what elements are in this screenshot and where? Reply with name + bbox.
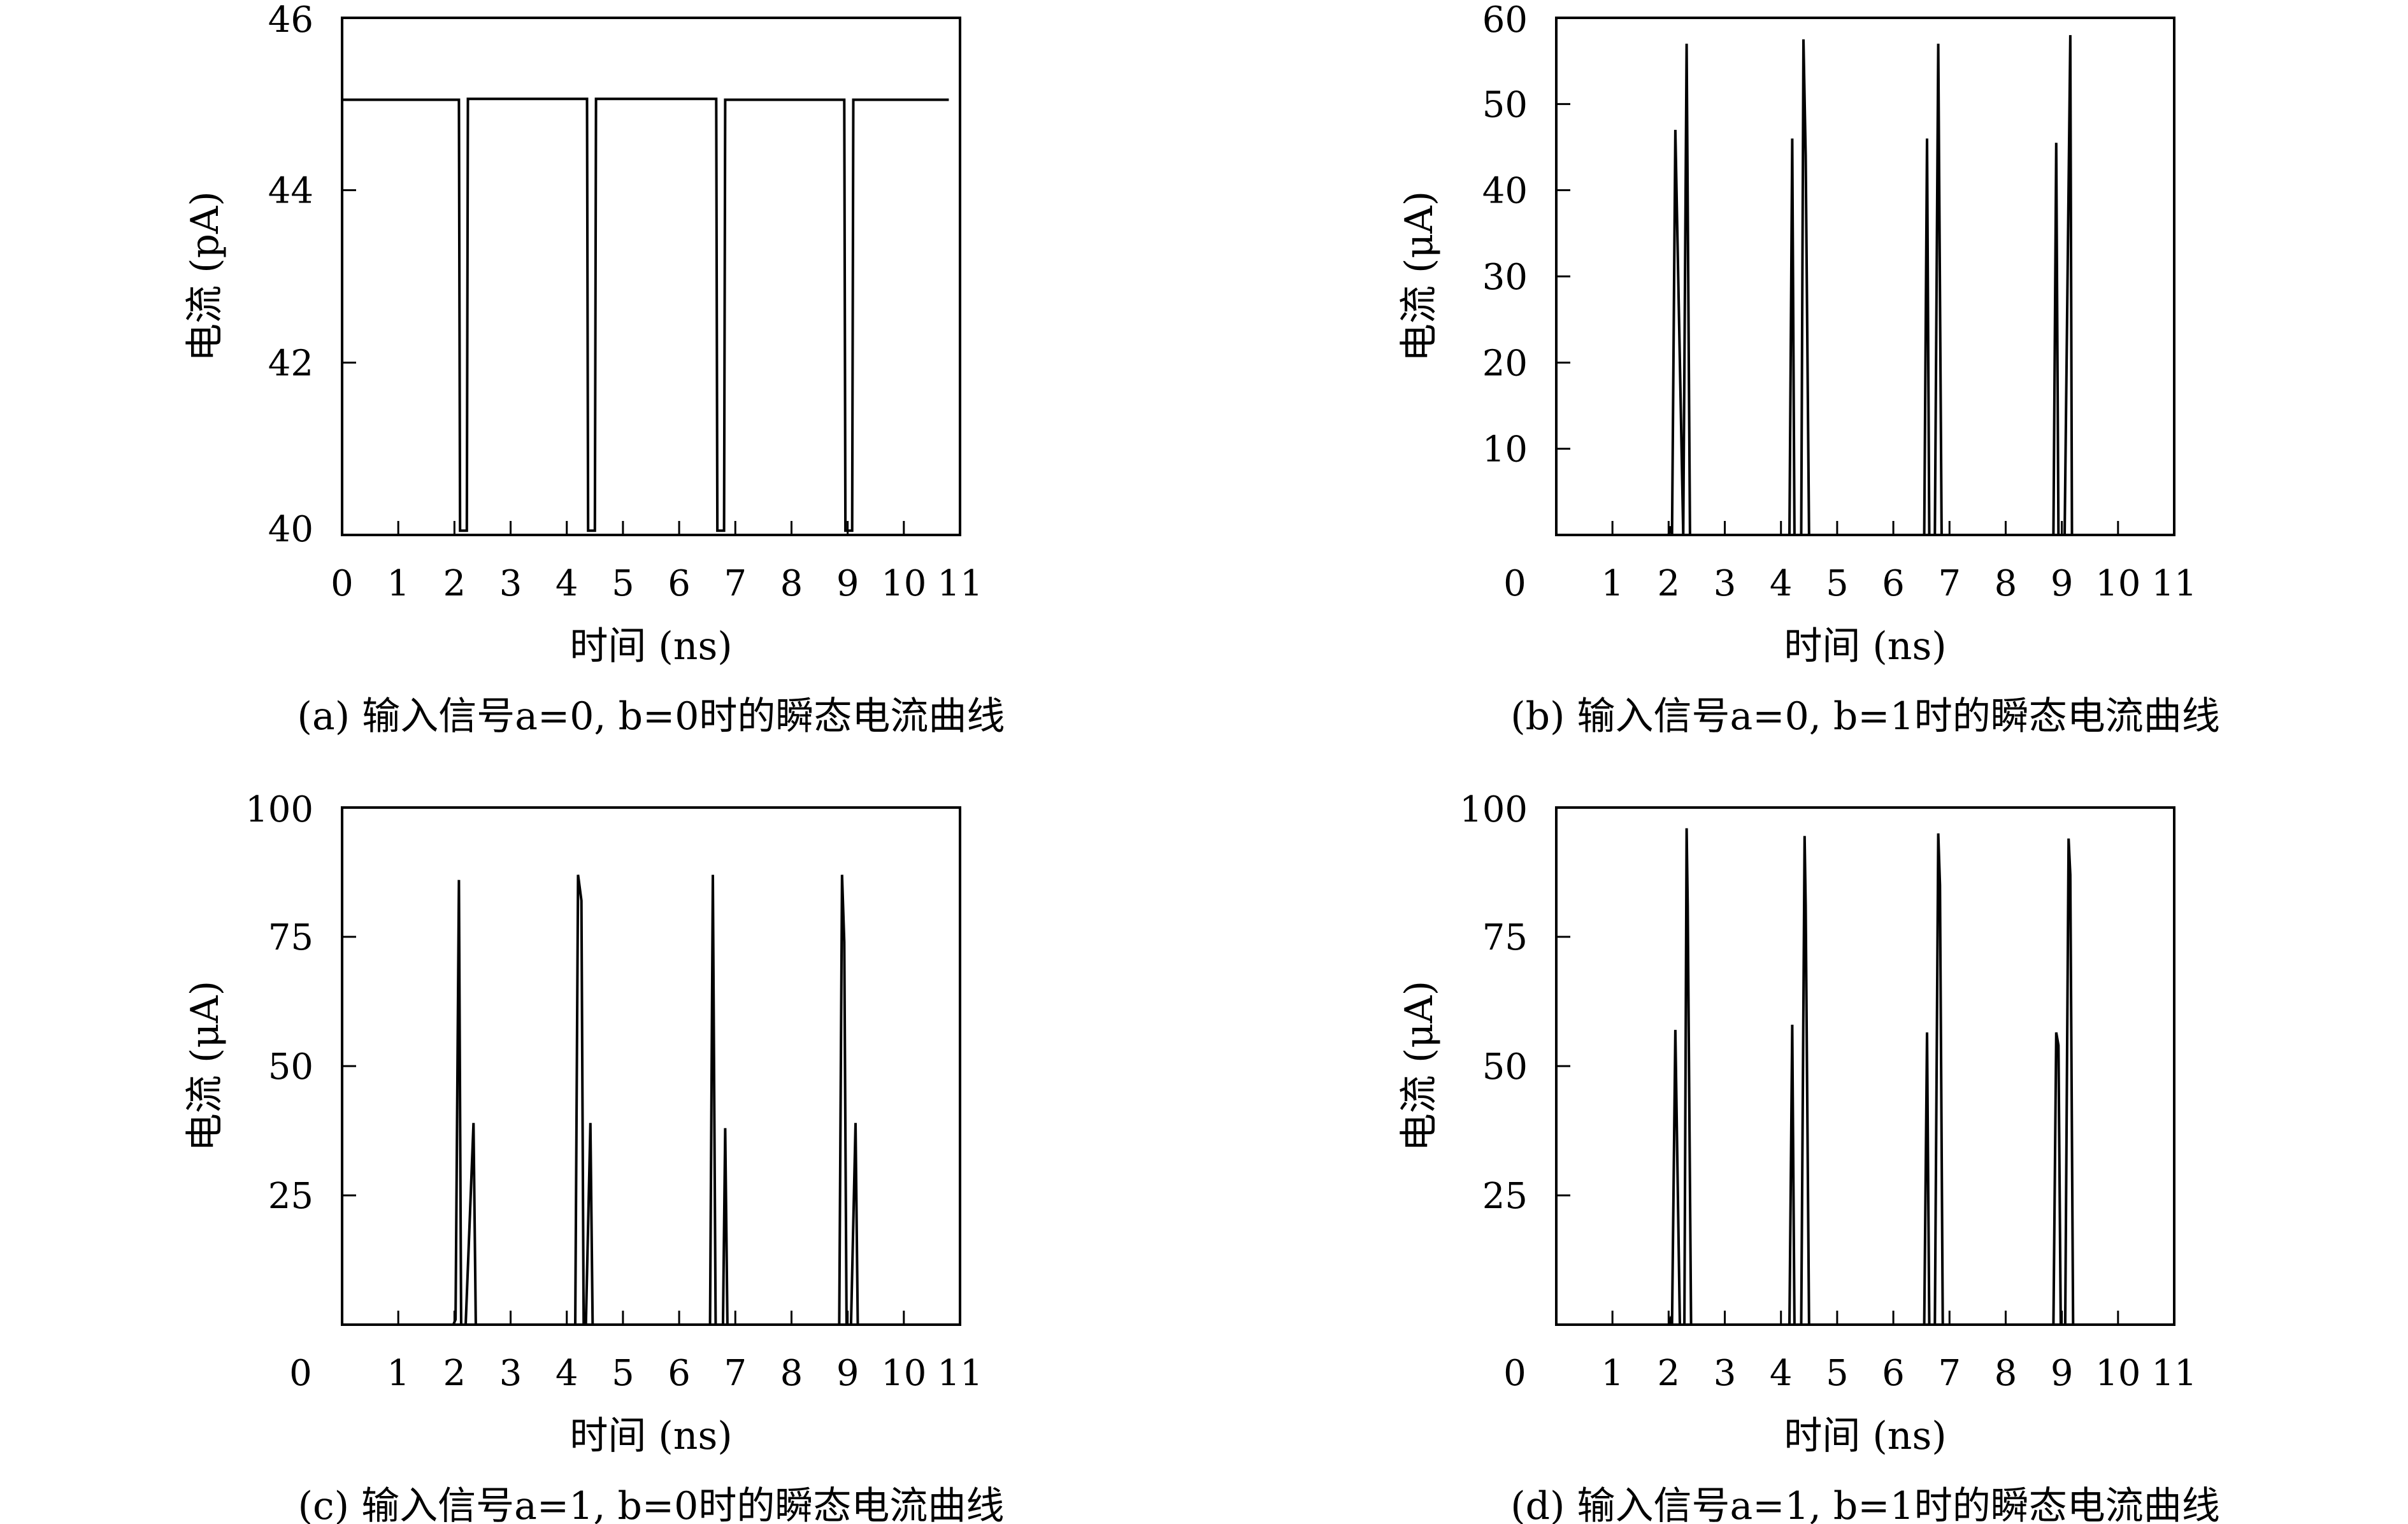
y-tick-label-c-1: 50 <box>268 1046 313 1088</box>
x-tick-label-c-11: 11 <box>937 1353 982 1394</box>
x-tick-label-b-0: 0 <box>1503 563 1526 604</box>
y-axis-title-a: 电流 (pA) <box>183 191 227 362</box>
x-tick-label-c-5: 5 <box>612 1353 634 1394</box>
x-tick-label-b-10: 10 <box>2095 563 2140 604</box>
y-tick-label-b-3: 40 <box>1482 171 1528 212</box>
series-line-d-0 <box>1666 828 2076 1326</box>
x-tick-label-a-1: 1 <box>387 563 410 604</box>
y-tick-label-d-0: 25 <box>1482 1176 1528 1217</box>
series-line-c-0 <box>448 874 862 1326</box>
y-tick-label-b-2: 30 <box>1482 257 1528 298</box>
plot-frame-d <box>1555 806 2175 1326</box>
x-tick-label-a-3: 3 <box>499 563 522 604</box>
x-tick-label-d-11: 11 <box>2151 1353 2197 1394</box>
x-tick-label-b-9: 9 <box>2051 563 2074 604</box>
y-tick-label-b-5: 60 <box>1482 0 1528 41</box>
y-tick-label-c-0: 25 <box>268 1176 313 1217</box>
y-tick-label-d-1: 50 <box>1482 1046 1528 1088</box>
x-tick-label-a-6: 6 <box>668 563 691 604</box>
y-tick-label-b-4: 50 <box>1482 84 1528 125</box>
y-tick-label-d-2: 75 <box>1482 917 1528 958</box>
y-tick-label-a-2: 44 <box>268 171 313 212</box>
x-tick-label-a-8: 8 <box>780 563 803 604</box>
chart-panel-c: 0 1 2 3 4 5 6 7 8 9 10 11 25 50 75 100 时间 (ns) 电流 (μA) (c)… <box>183 789 1004 1524</box>
caption-b: (b) 输入信号a=0, b=1时的瞬态电流曲线 <box>1510 694 2220 739</box>
y-tick-label-b-1: 20 <box>1482 343 1528 384</box>
x-tick-label-c-7: 7 <box>724 1353 747 1394</box>
x-tick-label-a-9: 9 <box>836 563 859 604</box>
x-tick-label-b-3: 3 <box>1714 563 1737 604</box>
y-axis-title-d: 电流 (μA) <box>1397 981 1442 1151</box>
x-tick-label-d-9: 9 <box>2051 1353 2074 1394</box>
x-tick-label-d-3: 3 <box>1714 1353 1737 1394</box>
x-tick-label-b-8: 8 <box>1995 563 2017 604</box>
plot-frame-b <box>1555 17 2175 536</box>
x-tick-label-c-2: 2 <box>443 1353 466 1394</box>
series-line-a-0 <box>342 97 949 532</box>
x-tick-label-a-0: 0 <box>331 563 354 604</box>
x-axis-title-c: 时间 (ns) <box>570 1414 732 1458</box>
x-tick-label-d-1: 1 <box>1601 1353 1624 1394</box>
caption-a: (a) 输入信号a=0, b=0时的瞬态电流曲线 <box>297 694 1005 739</box>
y-axis-title-b: 电流 (μA) <box>1397 191 1442 362</box>
x-tick-label-b-2: 2 <box>1658 563 1681 604</box>
plot-frame-c <box>341 806 961 1326</box>
x-tick-label-d-2: 2 <box>1658 1353 1681 1394</box>
chart-panel-d: 0 1 2 3 4 5 6 7 8 9 10 11 25 50 75 100 时间 (ns) 电流 (μA) (d)… <box>1397 789 2220 1524</box>
caption-d: (d) 输入信号a=1, b=1时的瞬态电流曲线 <box>1510 1484 2220 1524</box>
chart-panel-a: 0 1 2 3 4 5 6 7 8 9 10 11 40 42 44 46 时间 (ns) 电流 (pA) (a) … <box>183 0 1005 739</box>
x-tick-label-c-6: 6 <box>668 1353 691 1394</box>
y-axis-title-c: 电流 (μA) <box>183 981 227 1151</box>
x-tick-label-a-10: 10 <box>881 563 926 604</box>
x-tick-label-d-8: 8 <box>1995 1353 2017 1394</box>
plot-frame-a <box>341 17 961 536</box>
x-tick-label-b-4: 4 <box>1770 563 1793 604</box>
x-tick-label-d-7: 7 <box>1938 1353 1961 1394</box>
x-tick-label-c-10: 10 <box>881 1353 926 1394</box>
x-tick-label-b-11: 11 <box>2151 563 2197 604</box>
x-tick-label-b-5: 5 <box>1826 563 1849 604</box>
y-tick-label-c-2: 75 <box>268 917 313 958</box>
x-tick-label-d-6: 6 <box>1882 1353 1905 1394</box>
y-tick-label-a-1: 42 <box>268 343 313 384</box>
x-tick-label-c-1: 1 <box>387 1353 410 1394</box>
x-tick-label-a-7: 7 <box>724 563 747 604</box>
x-tick-label-b-6: 6 <box>1882 563 1905 604</box>
x-tick-label-c-3: 3 <box>499 1353 522 1394</box>
x-axis-title-a: 时间 (ns) <box>570 624 732 669</box>
x-axis-title-b: 时间 (ns) <box>1784 624 1946 669</box>
x-tick-label-b-7: 7 <box>1938 563 1961 604</box>
x-tick-label-a-11: 11 <box>937 563 982 604</box>
x-tick-label-c-8: 8 <box>780 1353 803 1394</box>
y-tick-label-a-0: 40 <box>268 509 313 550</box>
caption-c: (c) 输入信号a=1, b=0时的瞬态电流曲线 <box>298 1484 1005 1524</box>
x-tick-label-a-5: 5 <box>612 563 634 604</box>
y-tick-label-d-3: 100 <box>1459 789 1528 830</box>
x-tick-label-a-2: 2 <box>443 563 466 604</box>
y-tick-label-a-3: 46 <box>268 0 313 41</box>
x-tick-label-c-0: 0 <box>289 1353 312 1394</box>
x-tick-label-c-9: 9 <box>836 1353 859 1394</box>
y-tick-label-b-0: 10 <box>1482 429 1528 471</box>
x-tick-label-c-4: 4 <box>555 1353 578 1394</box>
chart-panel-b: 0 1 2 3 4 5 6 7 8 9 10 11 10 20 30 40 50 60 时间 (ns) 电流 (μA)… <box>1397 0 2220 739</box>
x-axis-title-d: 时间 (ns) <box>1784 1414 1946 1458</box>
series-line-b-0 <box>1666 35 2076 536</box>
x-tick-label-d-10: 10 <box>2095 1353 2140 1394</box>
x-tick-label-a-4: 4 <box>555 563 578 604</box>
x-tick-label-d-4: 4 <box>1770 1353 1793 1394</box>
y-tick-label-c-3: 100 <box>245 789 313 830</box>
x-tick-label-d-5: 5 <box>1826 1353 1849 1394</box>
x-tick-label-b-1: 1 <box>1601 563 1624 604</box>
x-tick-label-d-0: 0 <box>1503 1353 1526 1394</box>
